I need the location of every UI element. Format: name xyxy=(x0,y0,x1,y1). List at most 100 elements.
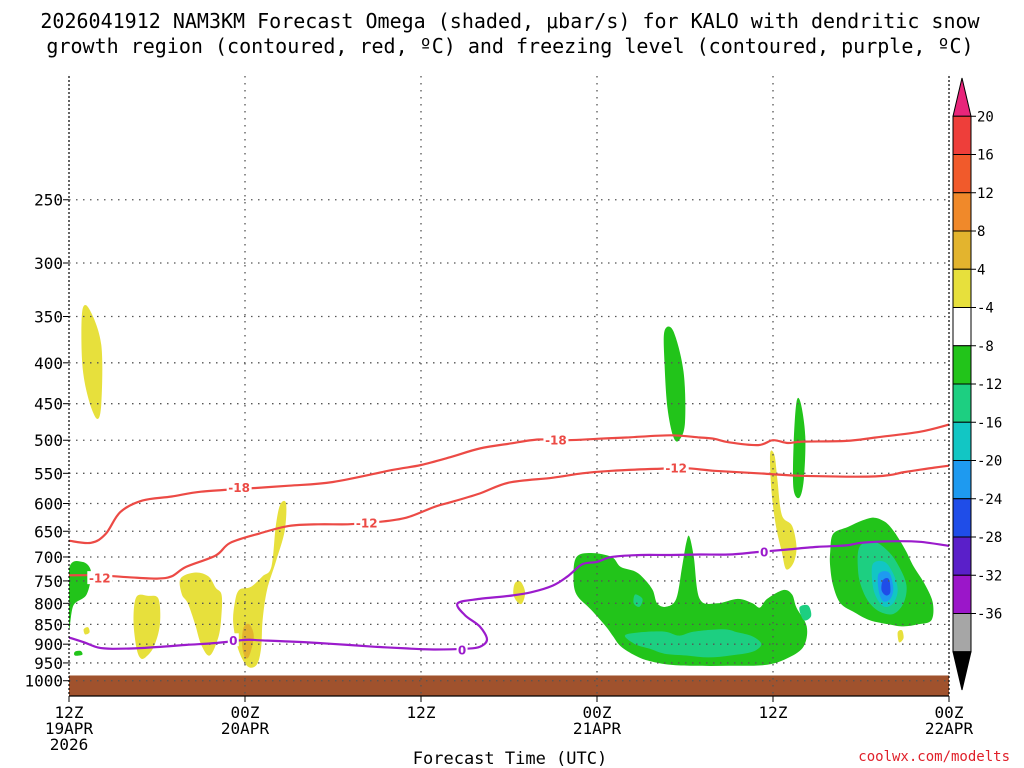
contour-label: 0 xyxy=(458,643,466,657)
y-tick-label: 700 xyxy=(34,548,63,567)
colorbar-box xyxy=(952,154,972,194)
colorbar-label: -36 xyxy=(977,607,1002,623)
y-tick-label: 750 xyxy=(34,572,63,591)
colorbar-box xyxy=(952,383,972,423)
contour-label-bg xyxy=(354,516,380,530)
colorbar-box xyxy=(952,192,972,232)
y-tick-label: 900 xyxy=(34,635,63,654)
colorbar-box xyxy=(952,574,972,614)
plot-frame xyxy=(68,76,950,697)
y-tick-label: 800 xyxy=(34,594,63,613)
contour-label: -18 xyxy=(228,481,250,495)
x-tick-label: 00Z xyxy=(231,703,260,722)
contour-label: -12 xyxy=(665,462,687,476)
omega-region xyxy=(792,397,806,499)
x-tick-label: 2026 xyxy=(50,735,89,754)
y-tick-label: 1000 xyxy=(24,672,63,691)
x-tick-label: 12Z xyxy=(407,703,436,722)
y-tick-label: 850 xyxy=(34,615,63,634)
omega-region xyxy=(242,623,254,659)
x-tick-label: 00Z xyxy=(583,703,612,722)
y-tick-label: 400 xyxy=(34,354,63,373)
x-tick-label: 22APR xyxy=(925,719,974,738)
colorbar-box xyxy=(952,77,972,117)
omega-region xyxy=(179,572,223,656)
y-tick-label: 950 xyxy=(34,654,63,673)
colorbar-label: 4 xyxy=(977,262,985,278)
omega-region xyxy=(799,604,812,621)
omega-region xyxy=(74,650,83,656)
contour-label: -12 xyxy=(89,572,111,586)
contour-line xyxy=(69,464,949,580)
colorbar-label: -12 xyxy=(977,377,1002,393)
omega-region xyxy=(633,594,643,607)
contour-label-bg xyxy=(87,571,113,585)
y-tick-label: 550 xyxy=(34,464,63,483)
ground-fill xyxy=(69,675,949,696)
colorbar-label: 16 xyxy=(977,148,994,164)
colorbar-box xyxy=(952,115,972,155)
x-tick-label: 00Z xyxy=(935,703,964,722)
x-tick-label: 20APR xyxy=(221,719,270,738)
contour-label-bg xyxy=(226,480,252,494)
colorbar-label: -4 xyxy=(977,301,994,317)
y-tick-label: 350 xyxy=(34,307,63,326)
chart-title-line2: growth region (contoured, red, ºC) and f… xyxy=(46,34,973,58)
y-axis-ticks: 2503003504004505005506006507007508008509… xyxy=(24,191,69,691)
contour-label-bg xyxy=(227,633,239,647)
omega-region xyxy=(83,627,90,635)
omega-region xyxy=(133,594,161,660)
y-tick-label: 500 xyxy=(34,431,63,450)
colorbar-label: 20 xyxy=(977,109,994,125)
colorbar-label: -32 xyxy=(977,568,1002,584)
colorbar-box xyxy=(952,536,972,576)
colorbar-box xyxy=(952,307,972,347)
omega-region xyxy=(513,581,526,605)
x-tick-label: 19APR xyxy=(45,719,94,738)
colorbar-box xyxy=(952,498,972,538)
x-axis-label: Forecast Time (UTC) xyxy=(413,749,607,768)
omega-region xyxy=(881,577,891,596)
omega-region xyxy=(769,450,797,570)
ground-terrain xyxy=(69,675,949,696)
colorbar-box xyxy=(952,268,972,308)
contour-label-bg xyxy=(456,642,468,656)
colorbar-label: 8 xyxy=(977,224,985,240)
colorbar-box xyxy=(952,651,972,691)
y-tick-label: 600 xyxy=(34,494,63,513)
colorbar-label: -8 xyxy=(977,339,994,355)
colorbar-label: -20 xyxy=(977,454,1002,470)
omega-region xyxy=(663,326,686,442)
contour-label: -12 xyxy=(356,517,378,531)
omega-region xyxy=(81,305,103,419)
x-tick-label: 12Z xyxy=(55,703,84,722)
contour-lines: -18 -18 -12 -12 -12 0 0 0 xyxy=(69,423,949,657)
chart-title-line1: 2026041912 NAM3KM Forecast Omega (shaded… xyxy=(40,9,980,33)
colorbar-label: -24 xyxy=(977,492,1002,508)
colorbar-box xyxy=(952,345,972,385)
contour-label-bg xyxy=(543,433,569,447)
colorbar-box xyxy=(952,460,972,500)
y-tick-label: 450 xyxy=(34,395,63,414)
colorbar-label: 12 xyxy=(977,186,994,202)
omega-shaded-regions xyxy=(69,305,934,668)
colorbar-label: -28 xyxy=(977,530,1002,546)
contour-label: -18 xyxy=(545,434,567,448)
colorbar-box xyxy=(952,230,972,270)
contour-label: 0 xyxy=(760,545,768,559)
omega-region xyxy=(624,629,762,658)
colorbar-label: -16 xyxy=(977,415,1002,431)
omega-region xyxy=(233,500,287,668)
contour-label-bg xyxy=(663,461,689,475)
y-tick-label: 300 xyxy=(34,254,63,273)
contour-line xyxy=(69,423,949,545)
contour-label-bg xyxy=(758,544,770,558)
x-tick-label: 21APR xyxy=(573,719,622,738)
colorbar-box xyxy=(952,613,972,653)
y-tick-label: 250 xyxy=(34,191,63,210)
colorbar-box xyxy=(952,421,972,461)
omega-region xyxy=(897,630,904,643)
y-tick-label: 650 xyxy=(34,522,63,541)
